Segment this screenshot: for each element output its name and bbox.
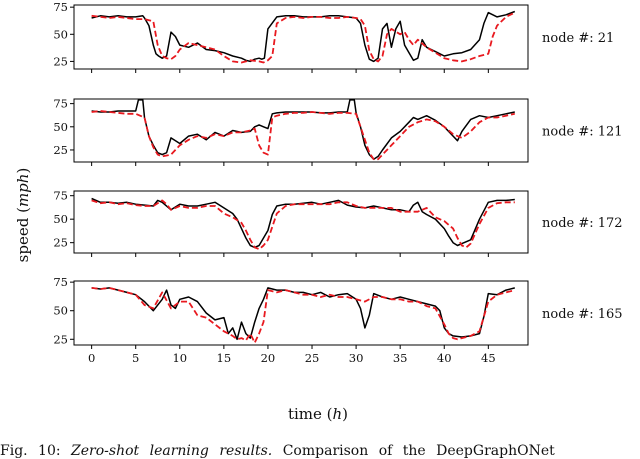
node-label: node #: 121 — [542, 125, 623, 140]
y-tick-label: 25 — [53, 143, 68, 157]
true-series-line — [91, 10, 516, 63]
node-label: node #: 165 — [542, 307, 623, 322]
y-tick-label: 25 — [53, 332, 68, 346]
x-tick-label: 25 — [305, 351, 320, 365]
axes-frame — [73, 190, 529, 254]
y-tick-label: 50 — [53, 27, 68, 41]
true-series-line — [91, 99, 515, 160]
axes-frame — [73, 4, 529, 70]
x-tick-label: 40 — [437, 351, 452, 365]
node-label: node #: 172 — [542, 216, 623, 231]
predicted-series-line — [91, 199, 515, 251]
axes-frame — [73, 280, 529, 346]
figure-caption: Fig. 10: Zero-shot learning results. Com… — [0, 443, 555, 459]
subplot-4: 25 50 75 0 5 10 15 20 25 30 35 40 45 node #: 165 — [53, 275, 622, 365]
y-tick-label: 25 — [53, 54, 68, 68]
x-tick-label: 45 — [481, 351, 496, 365]
subplot-2: 25 50 75 node #: 121 — [53, 97, 623, 166]
y-tick-label: 50 — [53, 212, 68, 226]
x-tick-label: 10 — [172, 351, 187, 365]
x-axis-label: time (h) — [288, 405, 348, 423]
x-tick-label: 30 — [349, 351, 364, 365]
subplot-1: 25 50 75 node #: 21 — [53, 0, 614, 73]
x-tick-label: 35 — [393, 351, 408, 365]
predicted-series-line — [91, 11, 516, 64]
y-tick-label: 50 — [53, 304, 68, 318]
y-axis-label: speed (mph) — [14, 168, 32, 263]
x-tick-label: 5 — [132, 351, 139, 365]
x-tick-label: 20 — [261, 351, 276, 365]
predicted-series-line — [91, 110, 515, 161]
predicted-series-line — [91, 286, 516, 344]
y-tick-label: 75 — [53, 275, 68, 289]
subplot-3: 25 50 75 node #: 172 — [53, 189, 623, 257]
node-label: node #: 21 — [542, 31, 614, 46]
axes-frame — [73, 98, 529, 163]
y-tick-label: 75 — [53, 189, 68, 203]
x-tick-label: 15 — [217, 351, 232, 365]
x-tick-label: 0 — [88, 351, 95, 365]
y-tick-label: 75 — [53, 0, 68, 14]
true-series-line — [91, 287, 515, 341]
y-tick-label: 50 — [53, 120, 68, 134]
y-tick-label: 75 — [53, 97, 68, 111]
y-tick-label: 25 — [53, 236, 68, 250]
